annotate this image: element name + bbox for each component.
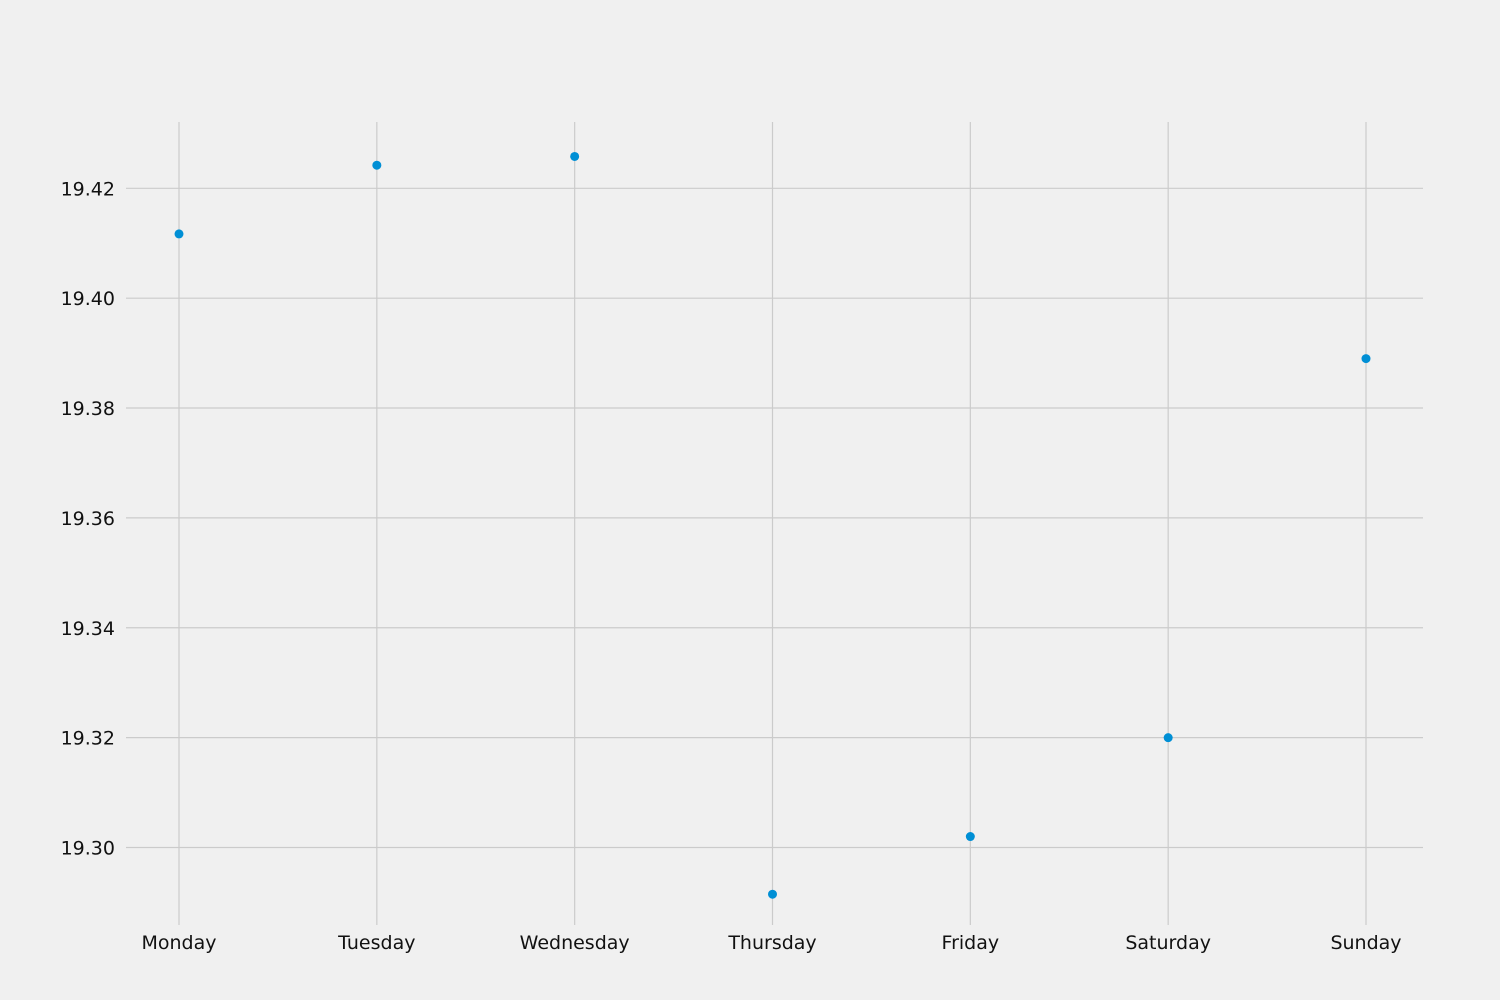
- x-tick-label: Thursday: [727, 932, 816, 954]
- x-tick-label: Monday: [141, 932, 216, 954]
- x-tick-label: Sunday: [1330, 932, 1401, 954]
- y-tick-label: 19.36: [61, 508, 115, 530]
- y-gridlines: [126, 187, 1423, 849]
- data-point: [1163, 733, 1173, 743]
- data-point: [965, 832, 975, 842]
- x-tick-label: Saturday: [1125, 932, 1211, 954]
- y-tick-label: 19.42: [61, 178, 115, 200]
- data-point: [768, 889, 777, 899]
- data-point: [372, 160, 382, 170]
- data-point: [570, 151, 580, 161]
- data-points: [174, 151, 1371, 899]
- y-tick-label: 19.38: [61, 398, 115, 420]
- y-tick-label: 19.32: [61, 728, 115, 750]
- y-tick-labels: 19.30 19.32 19.34 19.36 19.38 19.40 19.42: [61, 178, 115, 859]
- x-tick-labels: Monday Tuesday Wednesday Thursday Friday Satu…: [141, 932, 1401, 954]
- y-tick-label: 19.40: [61, 288, 115, 310]
- y-tick-label: 19.34: [61, 618, 115, 640]
- x-tick-label: Wednesday: [520, 932, 630, 954]
- x-tick-label: Friday: [942, 932, 1000, 954]
- x-gridlines: [178, 122, 1367, 925]
- x-tick-label: Tuesday: [337, 932, 415, 954]
- data-point: [174, 229, 184, 239]
- data-point: [1361, 354, 1371, 364]
- y-tick-label: 19.30: [61, 838, 115, 860]
